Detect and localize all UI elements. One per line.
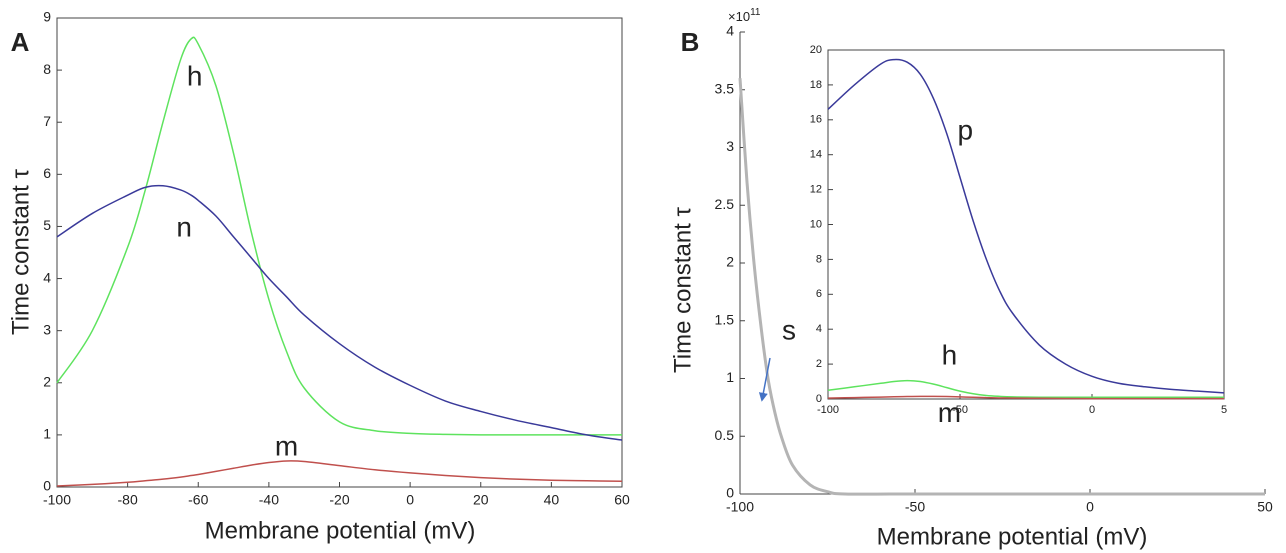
y-multiplier-exponent: 11 [750, 7, 761, 18]
curve-label: m [938, 397, 961, 428]
series-line [827, 58, 1225, 394]
x-tick-label: -50 [905, 499, 925, 515]
y-tick-label: 2 [726, 254, 734, 270]
x-tick-label: -50 [952, 404, 968, 416]
y-tick-label: 10 [810, 218, 822, 230]
x-axis-label: Membrane potential (mV) [205, 517, 476, 544]
y-tick-label: 3.5 [715, 80, 735, 96]
curve-label: s [782, 315, 796, 346]
y-tick-label: 9 [43, 9, 51, 25]
y-tick-label: 8 [816, 253, 822, 265]
x-tick-label: -100 [726, 499, 754, 515]
x-tick-label: 50 [1257, 499, 1273, 515]
y-tick-label: 6 [816, 288, 822, 300]
y-tick-label: 1 [43, 426, 51, 442]
y-tick-label: 2.5 [715, 196, 735, 212]
y-tick-label: 0 [726, 485, 734, 501]
y-tick-label: 6 [43, 165, 51, 181]
y-tick-label: 0.5 [715, 427, 735, 443]
y-tick-label: 2 [816, 358, 822, 370]
curve-label: m [275, 430, 298, 461]
series-line [56, 460, 623, 487]
inset-background [828, 50, 1224, 399]
y-axis-label: Time constant τ [7, 168, 34, 335]
curve-label: p [957, 114, 973, 145]
x-tick-label: 60 [614, 492, 630, 508]
curve-label: h [187, 60, 203, 91]
y-multiplier: ×1011 [728, 7, 761, 25]
series-line [56, 36, 622, 436]
x-tick-label: -20 [329, 492, 349, 508]
x-tick-label: 0 [406, 492, 414, 508]
x-tick-label: 40 [544, 492, 560, 508]
y-axis-label: Time constant τ [669, 206, 696, 373]
panel-label: A [11, 27, 30, 57]
y-tick-label: 0 [816, 393, 822, 405]
x-tick-label: 5 [1221, 404, 1227, 416]
y-tick-label: 16 [810, 114, 822, 126]
y-tick-label: 3 [43, 321, 51, 337]
series-line [738, 78, 1265, 496]
x-tick-label: -100 [43, 492, 71, 508]
y-tick-label: 0 [43, 478, 51, 494]
y-tick-label: 2 [43, 373, 51, 389]
y-tick-label: 4 [726, 23, 734, 39]
x-tick-label: -40 [259, 492, 279, 508]
x-tick-label: -100 [817, 404, 839, 416]
y-tick-label: 12 [810, 184, 822, 196]
x-tick-label: -80 [118, 492, 138, 508]
x-tick-label: 0 [1086, 499, 1094, 515]
y-tick-label: 14 [810, 149, 822, 161]
curve-label: h [942, 340, 958, 371]
y-multiplier-base: ×10 [728, 9, 750, 24]
y-tick-label: 4 [816, 323, 822, 335]
x-axis-label: Membrane potential (mV) [877, 523, 1148, 550]
x-tick-label: -60 [188, 492, 208, 508]
plot-frame [56, 17, 623, 488]
panel-label: B [681, 27, 700, 57]
curve-label: n [176, 211, 192, 242]
y-tick-label: 8 [43, 61, 51, 77]
y-tick-label: 5 [43, 217, 51, 233]
y-tick-label: 20 [810, 44, 822, 56]
y-tick-label: 1.5 [715, 311, 735, 327]
series-line [827, 395, 1224, 400]
x-tick-label: 20 [473, 492, 489, 508]
series-line [56, 184, 623, 441]
y-tick-label: 3 [726, 138, 734, 154]
series-line [827, 379, 1224, 399]
annotation-arrow [758, 357, 771, 402]
y-tick-label: 18 [810, 79, 822, 91]
y-tick-label: 7 [43, 113, 51, 129]
y-tick-label: 4 [43, 269, 51, 285]
x-tick-label: 0 [1089, 404, 1095, 416]
y-tick-label: 1 [726, 369, 734, 385]
